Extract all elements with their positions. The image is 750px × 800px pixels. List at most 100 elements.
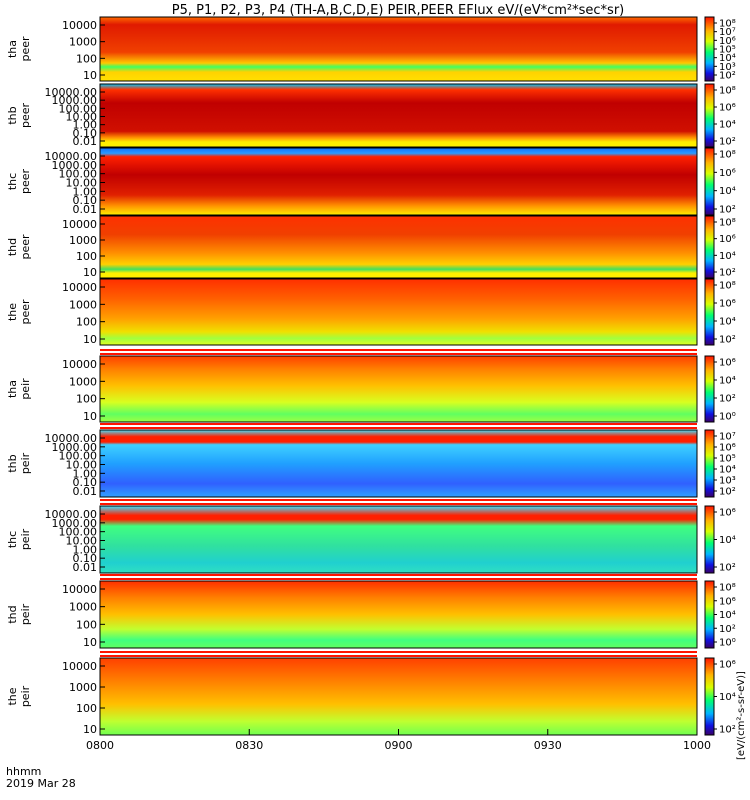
panel-probe-label: thb xyxy=(6,454,19,472)
panel-separator-top xyxy=(100,349,697,351)
colorbar-tick-label: 10³ xyxy=(719,62,736,73)
y-tick-label: 1000 xyxy=(69,36,97,49)
x-axis: 0800 0830 0900 0930 1000 xyxy=(86,729,711,752)
colorbar-tick-label: 10⁶ xyxy=(719,299,736,310)
colorbar-tick-label: 10² xyxy=(719,487,736,498)
colorbar-tick-label: 10⁸ xyxy=(719,281,736,292)
colorbar xyxy=(704,355,715,423)
panel-thd-peir: 10000 1000 100 10 thd peir 10⁸ 10⁶ 10⁴ 10² 10⁰ xyxy=(6,574,736,649)
colorbar-tick-label: 10⁸ xyxy=(719,19,736,30)
spectrogram-image xyxy=(100,216,697,278)
spectrogram-image xyxy=(100,279,697,345)
y-tick-label: 100 xyxy=(76,250,97,263)
colorbar-tick-label: 10⁴ xyxy=(719,120,736,131)
panel-instrument-label: peir xyxy=(19,452,32,474)
panel-instrument-label: peer xyxy=(19,299,32,325)
colorbar-tick-label: 10⁷ xyxy=(719,432,736,443)
colorbar-unit-label: [eV/(cm²-s-sr-eV)] xyxy=(736,671,747,760)
panel-frame xyxy=(99,278,698,346)
x-tick-label: 0800 xyxy=(86,739,114,752)
colorbar-tick-label: 10⁶ xyxy=(719,443,736,454)
panel-separator-top xyxy=(100,651,697,653)
y-tick-label: 10000 xyxy=(62,281,97,294)
spectrogram-image xyxy=(100,356,697,422)
colorbar-tick-label: 10⁶ xyxy=(719,36,736,47)
colorbar xyxy=(704,147,715,216)
colorbar-tick-label: 10⁴ xyxy=(719,535,736,546)
panel-the-peer: 10000 1000 100 10 the peer 10⁸ 10⁶ 10⁴ 10² xyxy=(6,278,736,346)
y-tick-label: 1000.00 xyxy=(52,94,98,107)
panel-probe-label: thc xyxy=(6,173,19,190)
y-tick-label: 0.01 xyxy=(73,135,98,148)
y-tick-label: 0.10 xyxy=(73,127,98,140)
colorbar-tick-label: 10⁸ xyxy=(719,218,736,229)
panel-tha-peer: 10000 1000 100 10 tha peer 10⁸10⁷10⁶10⁵10⁴10³1… xyxy=(6,16,736,82)
y-tick-label: 1.00 xyxy=(73,185,98,198)
y-tick-label: 1000 xyxy=(69,234,97,247)
date-label: 2019 Mar 28 xyxy=(6,777,76,790)
panel-separator-bottom xyxy=(100,503,697,505)
x-tick-label: 0930 xyxy=(534,739,562,752)
colorbar-tick-label: 10⁴ xyxy=(719,251,736,262)
spectrogram-image xyxy=(100,506,697,573)
panel-instrument-label: peir xyxy=(19,378,32,400)
panel-separator-bottom xyxy=(100,353,697,355)
panel-frame xyxy=(99,505,698,574)
panel-frame xyxy=(99,429,698,498)
colorbar-tick-label: 10⁴ xyxy=(719,317,736,328)
panel-frame xyxy=(99,147,698,216)
panel-separator-bottom xyxy=(100,655,697,657)
y-tick-label: 1000.00 xyxy=(52,441,98,454)
figure-title: P5, P1, P2, P3, P4 (TH-A,B,C,D,E) PEIR,P… xyxy=(172,3,625,18)
colorbar-tick-label: 10² xyxy=(719,563,736,574)
colorbar-tick-label: 10² xyxy=(719,335,736,346)
panel-frame xyxy=(99,16,698,82)
y-tick-label: 10 xyxy=(83,266,97,279)
colorbar-tick-label: 10⁶ xyxy=(719,103,736,114)
y-tick-label: 10000 xyxy=(62,19,97,32)
colorbar-tick-label: 10² xyxy=(719,725,736,736)
y-tick-label: 1000 xyxy=(69,298,97,311)
y-tick-label: 100.00 xyxy=(59,102,98,115)
spectrogram-image xyxy=(100,581,697,648)
y-tick-label: 1000 xyxy=(69,681,97,694)
y-tick-label: 10 xyxy=(83,69,97,82)
panel-probe-label: thc xyxy=(6,531,19,548)
panel-separator-top xyxy=(100,423,697,425)
spectrogram-image xyxy=(100,430,697,497)
y-tick-label: 1.00 xyxy=(73,467,98,480)
panel-probe-label: thd xyxy=(6,605,19,623)
colorbar-tick-label: 10⁵ xyxy=(719,45,736,56)
spectrogram-image xyxy=(100,148,697,215)
y-tick-label: 10 xyxy=(83,410,97,423)
colorbar-tick-label: 10⁴ xyxy=(719,465,736,476)
y-tick-label: 100.00 xyxy=(59,450,98,463)
panel-frame xyxy=(99,580,698,649)
y-tick-label: 10000 xyxy=(62,218,97,231)
colorbar-tick-label: 10⁰ xyxy=(719,638,736,649)
y-tick-label: 1.00 xyxy=(73,543,98,556)
y-tick-label: 100.00 xyxy=(59,526,98,539)
y-tick-label: 0.01 xyxy=(73,561,98,574)
y-tick-label: 10 xyxy=(83,333,97,346)
y-tick-label: 10000 xyxy=(62,358,97,371)
spectrogram-image xyxy=(100,84,697,147)
y-tick-label: 10000 xyxy=(62,583,97,596)
spectrogram-image xyxy=(100,658,697,735)
panel-probe-label: the xyxy=(6,687,19,705)
colorbar-tick-label: 10⁰ xyxy=(719,412,736,423)
y-tick-label: 0.10 xyxy=(73,552,98,565)
colorbar xyxy=(704,16,715,82)
y-tick-label: 10000.00 xyxy=(45,86,98,99)
panel-probe-label: thd xyxy=(6,238,19,256)
colorbar-tick-label: 10⁸ xyxy=(719,86,736,97)
panel-frame xyxy=(99,83,698,148)
panel-probe-label: thb xyxy=(6,106,19,124)
colorbar-tick-label: 10³ xyxy=(719,476,736,487)
colorbar-tick-label: 10⁴ xyxy=(719,376,736,387)
panel-separator-top xyxy=(100,574,697,576)
y-tick-label: 10.00 xyxy=(66,111,98,124)
colorbar-tick-label: 10² xyxy=(719,394,736,405)
